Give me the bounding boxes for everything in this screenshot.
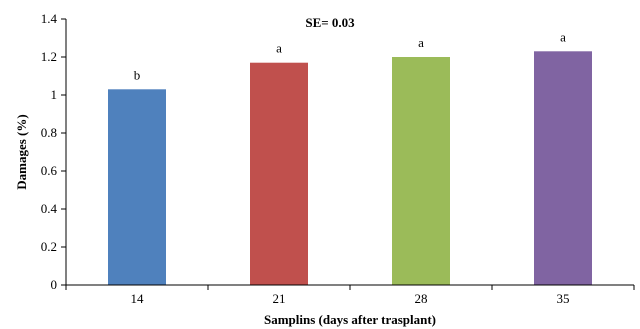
x-tick-label: 28 (415, 291, 428, 306)
se-annotation: SE= 0.03 (305, 15, 355, 30)
bar-letter-label: a (276, 41, 282, 56)
y-tick-label: 1.2 (41, 49, 57, 64)
y-tick-label: 0.4 (41, 201, 58, 216)
bar-28 (392, 57, 450, 285)
bar-letter-label: b (134, 67, 141, 82)
x-tick-label: 21 (273, 291, 286, 306)
bar-letter-label: a (418, 35, 424, 50)
bar-35 (534, 51, 592, 285)
x-tick-label: 14 (131, 291, 145, 306)
y-axis-ticks: 0 0.2 0.4 0.6 0.8 1 1.2 1.4 (41, 11, 66, 292)
x-axis-title: Samplins (days after trasplant) (264, 312, 436, 327)
y-tick-label: 1.4 (41, 11, 58, 26)
y-axis-title: Damages (%) (14, 114, 29, 189)
y-tick-label: 0.6 (41, 163, 58, 178)
x-axis-ticks: 14 21 28 35 (65, 285, 635, 306)
bars (108, 51, 592, 286)
y-tick-label: 0 (51, 277, 58, 292)
bar-14 (108, 89, 166, 285)
x-tick-label: 35 (557, 291, 570, 306)
y-tick-label: 1 (51, 87, 58, 102)
bar-21 (250, 62, 308, 286)
bar-letter-label: a (560, 29, 566, 44)
y-tick-label: 0.8 (41, 125, 57, 140)
bar-letter-labels: b a a a (134, 29, 566, 82)
y-tick-label: 0.2 (41, 239, 57, 254)
